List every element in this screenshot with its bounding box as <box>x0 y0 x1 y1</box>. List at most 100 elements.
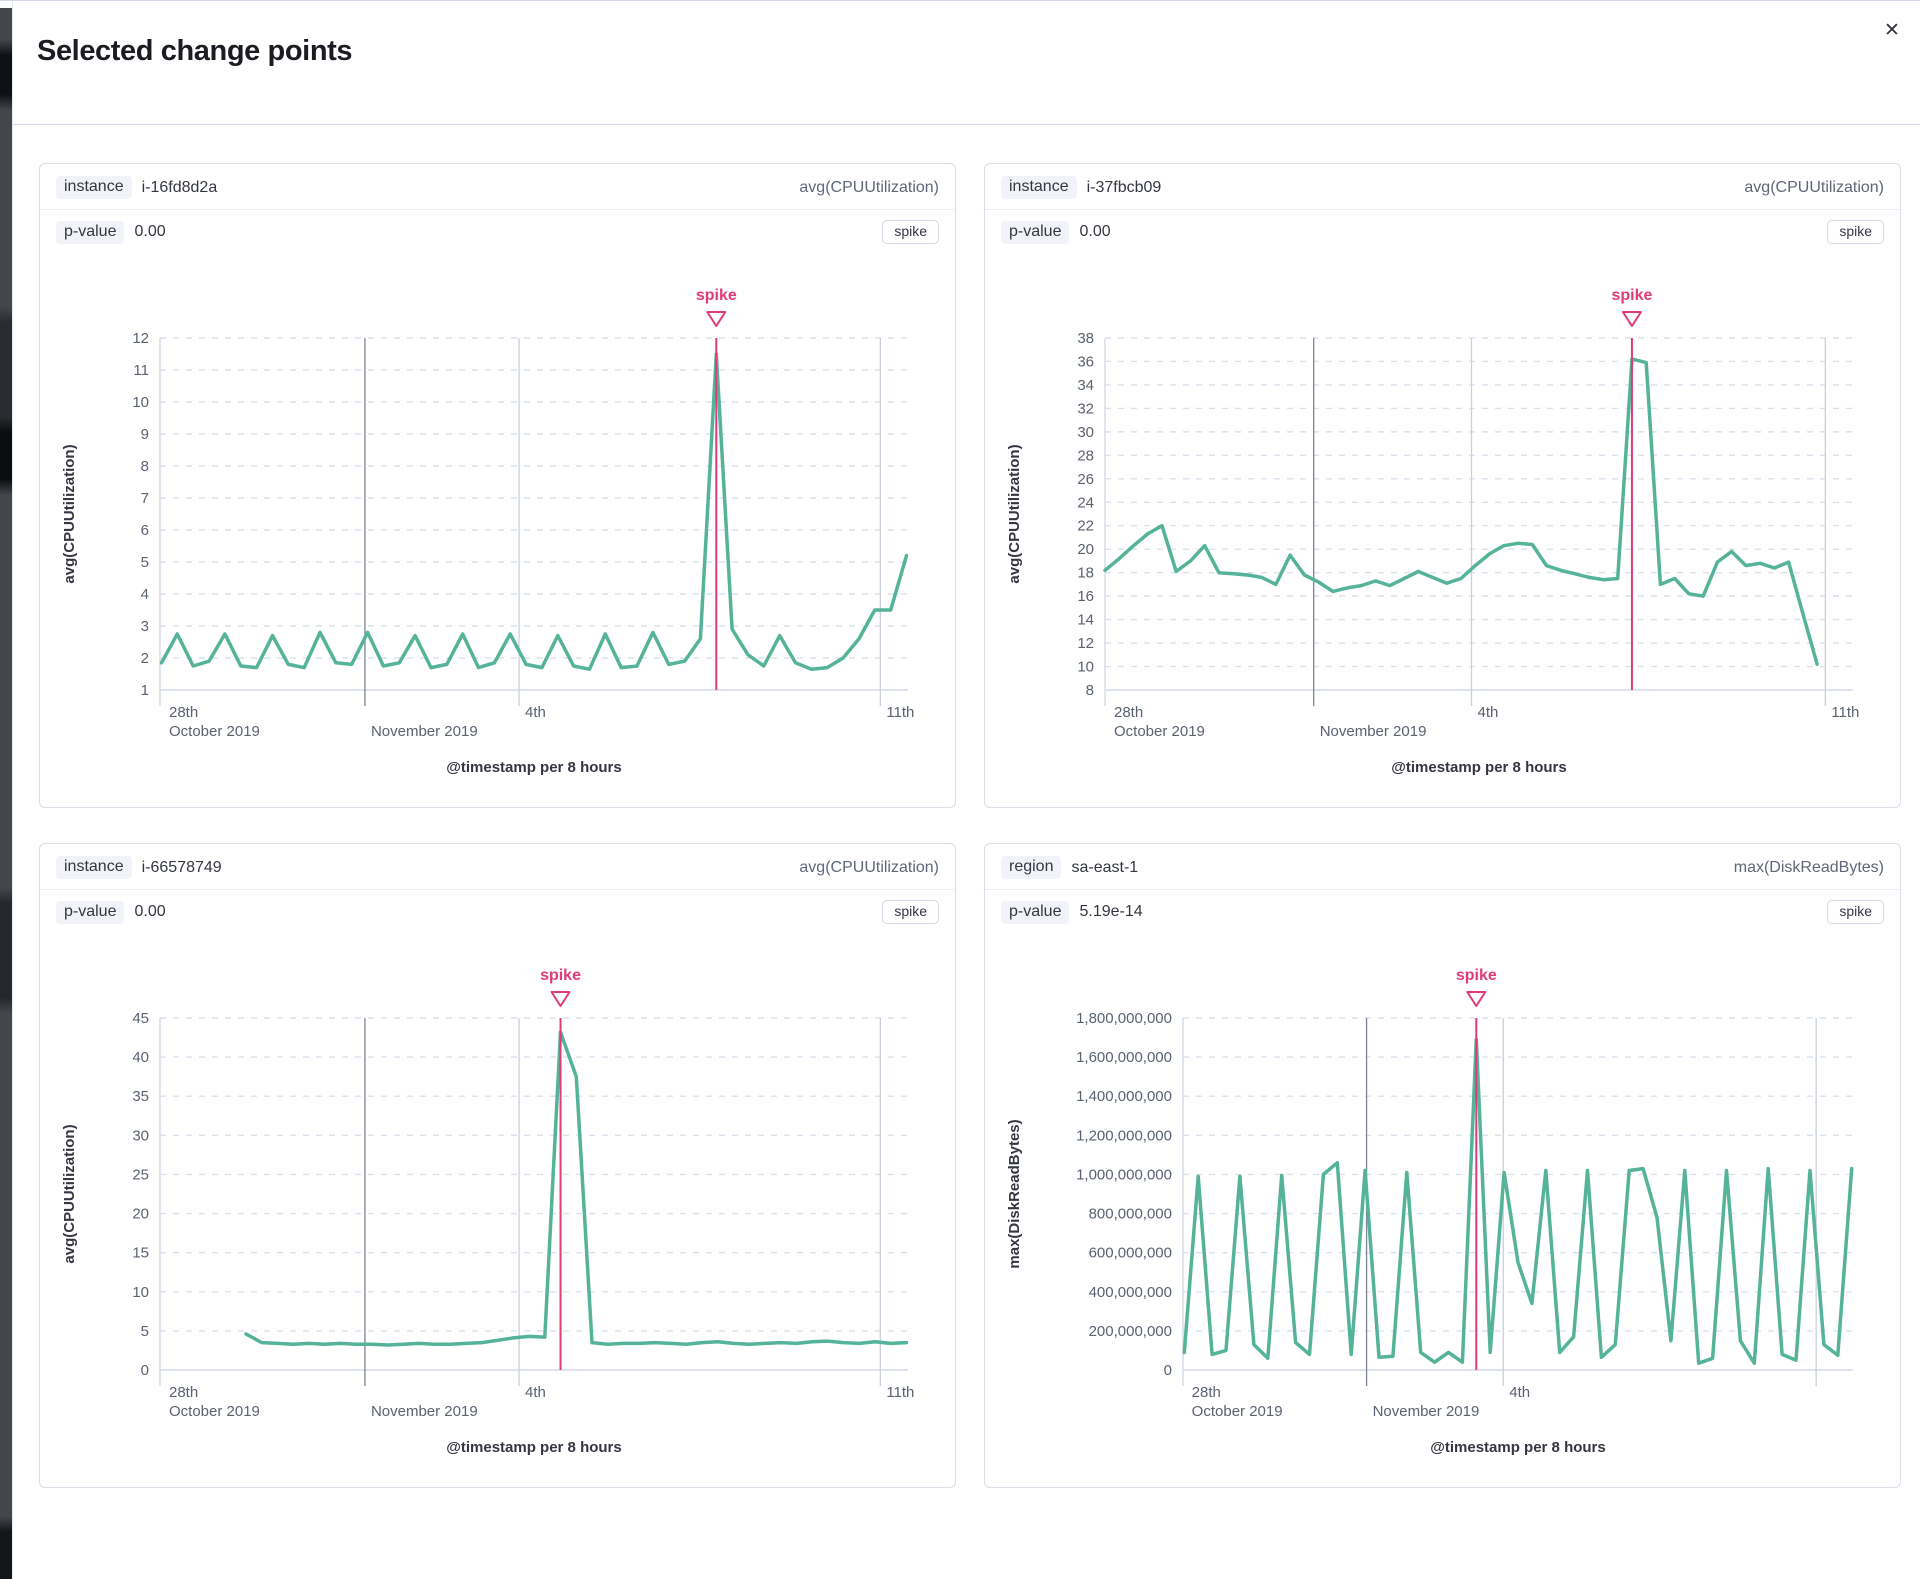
svg-text:spike: spike <box>1456 967 1497 984</box>
change-point-card-1: instance i-16fd8d2a avg(CPUUtilization) … <box>39 163 956 808</box>
svg-text:avg(CPUUtilization): avg(CPUUtilization) <box>1006 444 1023 583</box>
metric-label: avg(CPUUtilization) <box>1744 178 1884 196</box>
p-value: 5.19e-14 <box>1079 903 1143 920</box>
selected-change-points-modal: Selected change points ✕ instance i-16fd… <box>12 1 1920 1579</box>
svg-text:3: 3 <box>141 618 149 635</box>
svg-text:40: 40 <box>132 1049 149 1066</box>
split-field-badge: instance <box>56 176 132 199</box>
svg-text:November 2019: November 2019 <box>1320 723 1427 740</box>
svg-text:8: 8 <box>141 458 149 475</box>
card-header-row: instance i-66578749 avg(CPUUtilization) <box>40 844 955 890</box>
svg-text:4th: 4th <box>1509 1384 1530 1401</box>
split-value: i-37fbcb09 <box>1086 178 1162 196</box>
change-point-card-2: instance i-37fbcb09 avg(CPUUtilization) … <box>984 163 1901 808</box>
svg-text:11th: 11th <box>886 704 914 721</box>
metric-label: max(DiskReadBytes) <box>1733 858 1884 876</box>
svg-text:4: 4 <box>141 586 149 603</box>
change-point-chart: 38 36 34 32 30 28 26 24 22 20 18 16 14 12 10 8 28th Octob… <box>985 254 1898 786</box>
p-value: 0.00 <box>1079 223 1111 240</box>
change-type-badge: spike <box>1827 900 1884 924</box>
svg-text:28th: 28th <box>169 704 198 721</box>
svg-text:4th: 4th <box>525 704 546 721</box>
svg-text:600,000,000: 600,000,000 <box>1089 1245 1172 1262</box>
svg-text:400,000,000: 400,000,000 <box>1089 1284 1172 1301</box>
svg-text:@timestamp per 8 hours: @timestamp per 8 hours <box>1391 759 1567 776</box>
svg-text:12: 12 <box>1077 635 1094 652</box>
card-header-row: region sa-east-1 max(DiskReadBytes) <box>985 844 1900 890</box>
svg-text:45: 45 <box>132 1010 149 1027</box>
svg-text:28: 28 <box>1077 447 1094 464</box>
svg-text:800,000,000: 800,000,000 <box>1089 1206 1172 1223</box>
close-icon[interactable]: ✕ <box>1878 17 1906 45</box>
svg-text:4th: 4th <box>525 1384 546 1401</box>
p-value: 0.00 <box>134 903 166 920</box>
card-pvalue-row: p-value 0.00 spike <box>40 890 955 934</box>
chart-svg: 1,800,000,000 1,600,000,000 1,400,000,000 1… <box>1006 967 1854 1456</box>
split-value: i-66578749 <box>141 858 222 876</box>
svg-text:5: 5 <box>141 554 149 571</box>
svg-text:spike: spike <box>540 967 581 984</box>
svg-text:@timestamp per 8 hours: @timestamp per 8 hours <box>446 759 622 776</box>
card-header-row: instance i-16fd8d2a avg(CPUUtilization) <box>40 164 955 210</box>
background-page-edge <box>0 8 12 1579</box>
svg-text:4th: 4th <box>1478 704 1499 721</box>
chart-svg: 38 36 34 32 30 28 26 24 22 20 18 16 14 12 10 8 28th Octob… <box>1006 287 1859 776</box>
svg-text:avg(CPUUtilization): avg(CPUUtilization) <box>61 1124 78 1263</box>
svg-text:1: 1 <box>141 682 149 699</box>
svg-text:October 2019: October 2019 <box>169 1403 260 1420</box>
metric-label: avg(CPUUtilization) <box>799 858 939 876</box>
svg-text:1,400,000,000: 1,400,000,000 <box>1076 1088 1172 1105</box>
svg-text:@timestamp per 8 hours: @timestamp per 8 hours <box>1430 1439 1606 1456</box>
p-value: 0.00 <box>134 223 166 240</box>
chart-svg: 45 40 35 30 25 20 15 10 5 0 28th October 2019 Novemb… <box>61 967 914 1456</box>
svg-text:1,200,000,000: 1,200,000,000 <box>1076 1127 1172 1144</box>
svg-text:max(DiskReadBytes): max(DiskReadBytes) <box>1006 1119 1023 1268</box>
p-value-badge: p-value <box>56 900 125 924</box>
svg-text:22: 22 <box>1077 518 1094 535</box>
svg-text:November 2019: November 2019 <box>371 723 478 740</box>
change-point-card-4: region sa-east-1 max(DiskReadBytes) p-va… <box>984 843 1901 1488</box>
split-field-badge: instance <box>1001 176 1077 199</box>
svg-text:30: 30 <box>1077 424 1094 441</box>
svg-text:9: 9 <box>141 426 149 443</box>
chart-svg: 12 11 10 9 8 7 6 5 4 3 2 1 28th October 2019 November … <box>61 287 914 776</box>
change-point-chart: 1,800,000,000 1,600,000,000 1,400,000,000 1… <box>985 934 1898 1466</box>
modal-title: Selected change points <box>37 35 353 67</box>
svg-text:spike: spike <box>1611 287 1652 304</box>
svg-text:6: 6 <box>141 522 149 539</box>
svg-text:0: 0 <box>1164 1362 1172 1379</box>
svg-text:15: 15 <box>132 1245 149 1262</box>
svg-text:28th: 28th <box>169 1384 198 1401</box>
svg-text:@timestamp per 8 hours: @timestamp per 8 hours <box>446 1439 622 1456</box>
svg-text:28th: 28th <box>1114 704 1143 721</box>
svg-text:8: 8 <box>1086 682 1094 699</box>
svg-text:November 2019: November 2019 <box>371 1403 478 1420</box>
svg-text:25: 25 <box>132 1166 149 1183</box>
p-value-badge: p-value <box>56 220 125 244</box>
card-header-row: instance i-37fbcb09 avg(CPUUtilization) <box>985 164 1900 210</box>
metric-label: avg(CPUUtilization) <box>799 178 939 196</box>
split-field-badge: region <box>1001 856 1062 879</box>
svg-text:0: 0 <box>141 1362 149 1379</box>
card-pvalue-row: p-value 0.00 spike <box>40 210 955 254</box>
change-point-chart: 12 11 10 9 8 7 6 5 4 3 2 1 28th October 2019 November … <box>40 254 953 786</box>
svg-text:11: 11 <box>133 362 149 379</box>
svg-text:10: 10 <box>1077 659 1094 676</box>
svg-text:16: 16 <box>1077 588 1094 605</box>
change-type-badge: spike <box>882 220 939 244</box>
svg-text:October 2019: October 2019 <box>1192 1403 1283 1420</box>
svg-text:24: 24 <box>1077 494 1094 511</box>
svg-text:1,600,000,000: 1,600,000,000 <box>1076 1049 1172 1066</box>
svg-text:38: 38 <box>1077 330 1094 347</box>
svg-text:34: 34 <box>1077 377 1094 394</box>
p-value-badge: p-value <box>1001 220 1070 244</box>
svg-text:11th: 11th <box>1831 704 1859 721</box>
svg-text:October 2019: October 2019 <box>169 723 260 740</box>
card-pvalue-row: p-value 5.19e-14 spike <box>985 890 1900 934</box>
svg-text:20: 20 <box>1077 541 1094 558</box>
split-field-badge: instance <box>56 856 132 879</box>
svg-text:spike: spike <box>696 287 737 304</box>
svg-text:November 2019: November 2019 <box>1373 1403 1480 1420</box>
p-value-badge: p-value <box>1001 900 1070 924</box>
